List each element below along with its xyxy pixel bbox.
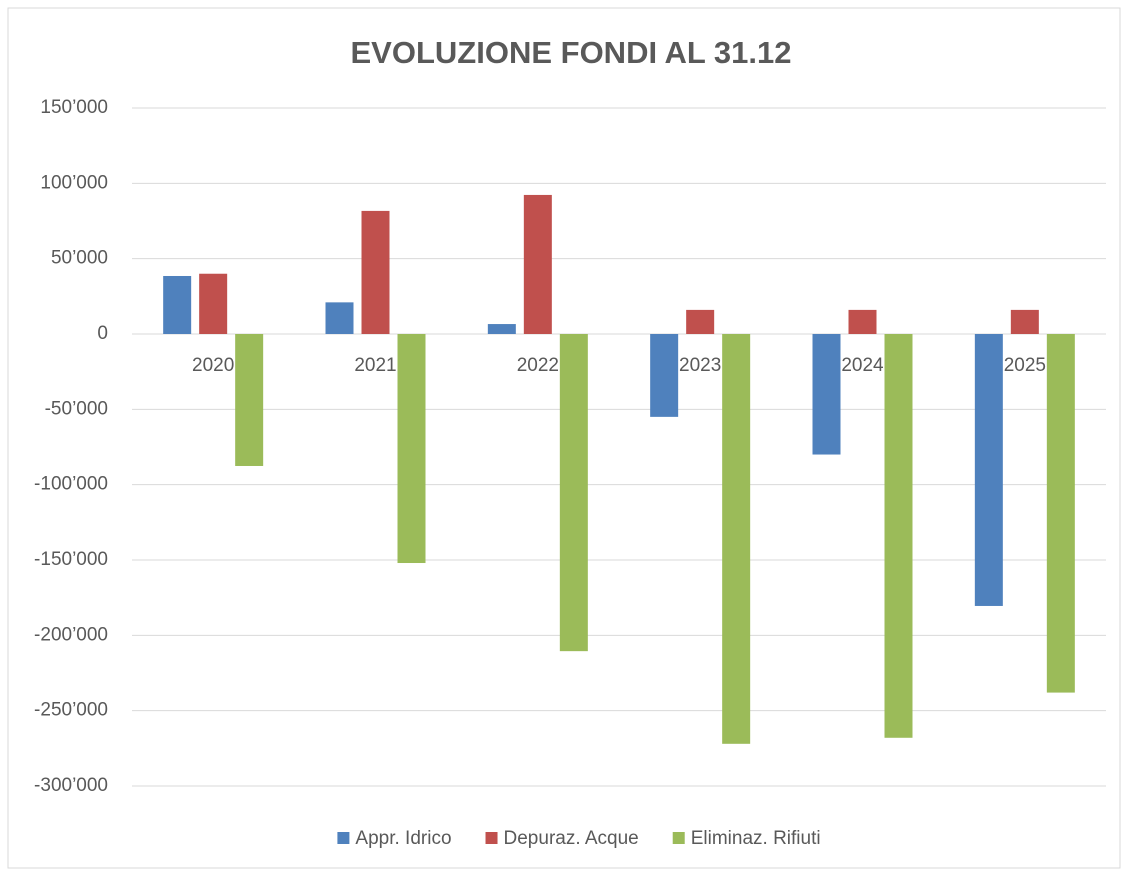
bar	[559, 334, 588, 652]
y-tick-label: -100’000	[34, 474, 108, 495]
chart-title: EVOLUZIONE FONDI AL 31.12	[351, 35, 792, 70]
y-tick-label: 50’000	[51, 248, 108, 269]
bar	[199, 273, 228, 334]
y-tick-label: 0	[97, 323, 108, 344]
y-tick-label: -200’000	[34, 624, 108, 645]
x-tick-label: 2023	[679, 355, 721, 376]
bar	[235, 334, 264, 466]
legend-label: Eliminaz. Rifiuti	[691, 828, 821, 849]
bar	[1010, 309, 1039, 334]
bar	[361, 210, 390, 334]
x-tick-label: 2022	[517, 355, 559, 376]
x-tick-label: 2020	[192, 355, 234, 376]
y-tick-label: -300’000	[34, 775, 108, 796]
legend-swatch	[672, 832, 685, 844]
x-tick-label: 2024	[841, 355, 884, 376]
bar	[523, 194, 552, 334]
y-tick-label: 150’000	[40, 97, 108, 118]
bar	[487, 324, 516, 334]
bar	[848, 309, 877, 334]
bar	[722, 334, 751, 744]
legend-label: Appr. Idrico	[355, 828, 451, 849]
bar	[812, 334, 841, 455]
bar	[1046, 334, 1075, 693]
bar	[397, 334, 426, 564]
legend-label: Depuraz. Acque	[504, 828, 639, 849]
y-tick-label: -150’000	[34, 549, 108, 570]
legend-swatch	[337, 832, 350, 844]
x-tick-label: 2025	[1004, 355, 1046, 376]
y-tick-label: 100’000	[40, 172, 108, 193]
y-tick-label: -250’000	[34, 700, 108, 721]
legend-swatch	[485, 832, 498, 844]
x-tick-label: 2021	[354, 355, 396, 376]
bar	[163, 275, 192, 334]
bar	[686, 309, 715, 334]
bar	[974, 334, 1003, 606]
y-tick-label: -50’000	[45, 398, 108, 419]
bar	[650, 334, 679, 417]
bar	[325, 302, 354, 334]
bar	[884, 334, 913, 738]
